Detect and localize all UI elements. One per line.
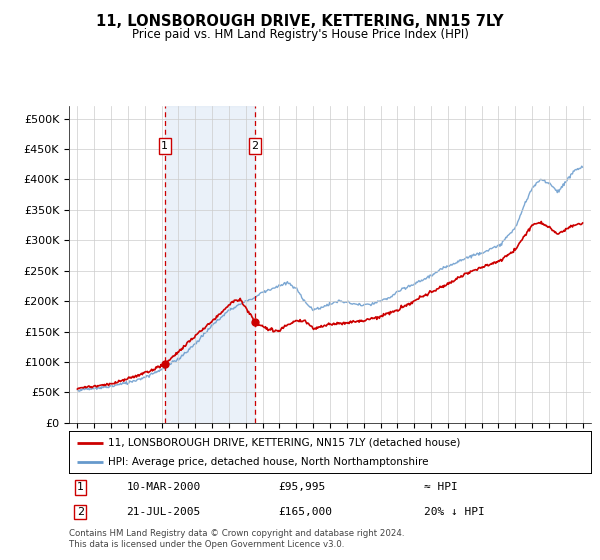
Text: Contains HM Land Registry data © Crown copyright and database right 2024.
This d: Contains HM Land Registry data © Crown c… <box>69 529 404 549</box>
Text: 2: 2 <box>251 141 259 151</box>
Text: 1: 1 <box>161 141 169 151</box>
Text: Price paid vs. HM Land Registry's House Price Index (HPI): Price paid vs. HM Land Registry's House … <box>131 28 469 41</box>
Text: 2: 2 <box>77 507 84 517</box>
Text: £165,000: £165,000 <box>278 507 332 517</box>
Text: 11, LONSBOROUGH DRIVE, KETTERING, NN15 7LY: 11, LONSBOROUGH DRIVE, KETTERING, NN15 7… <box>96 14 504 29</box>
Text: £95,995: £95,995 <box>278 482 325 492</box>
Text: 10-MAR-2000: 10-MAR-2000 <box>127 482 200 492</box>
Text: 1: 1 <box>77 482 84 492</box>
Text: HPI: Average price, detached house, North Northamptonshire: HPI: Average price, detached house, Nort… <box>108 457 428 467</box>
Text: 20% ↓ HPI: 20% ↓ HPI <box>424 507 485 517</box>
Text: 21-JUL-2005: 21-JUL-2005 <box>127 507 200 517</box>
Bar <box>165 106 255 423</box>
Text: ≈ HPI: ≈ HPI <box>424 482 458 492</box>
Text: 11, LONSBOROUGH DRIVE, KETTERING, NN15 7LY (detached house): 11, LONSBOROUGH DRIVE, KETTERING, NN15 7… <box>108 437 461 447</box>
